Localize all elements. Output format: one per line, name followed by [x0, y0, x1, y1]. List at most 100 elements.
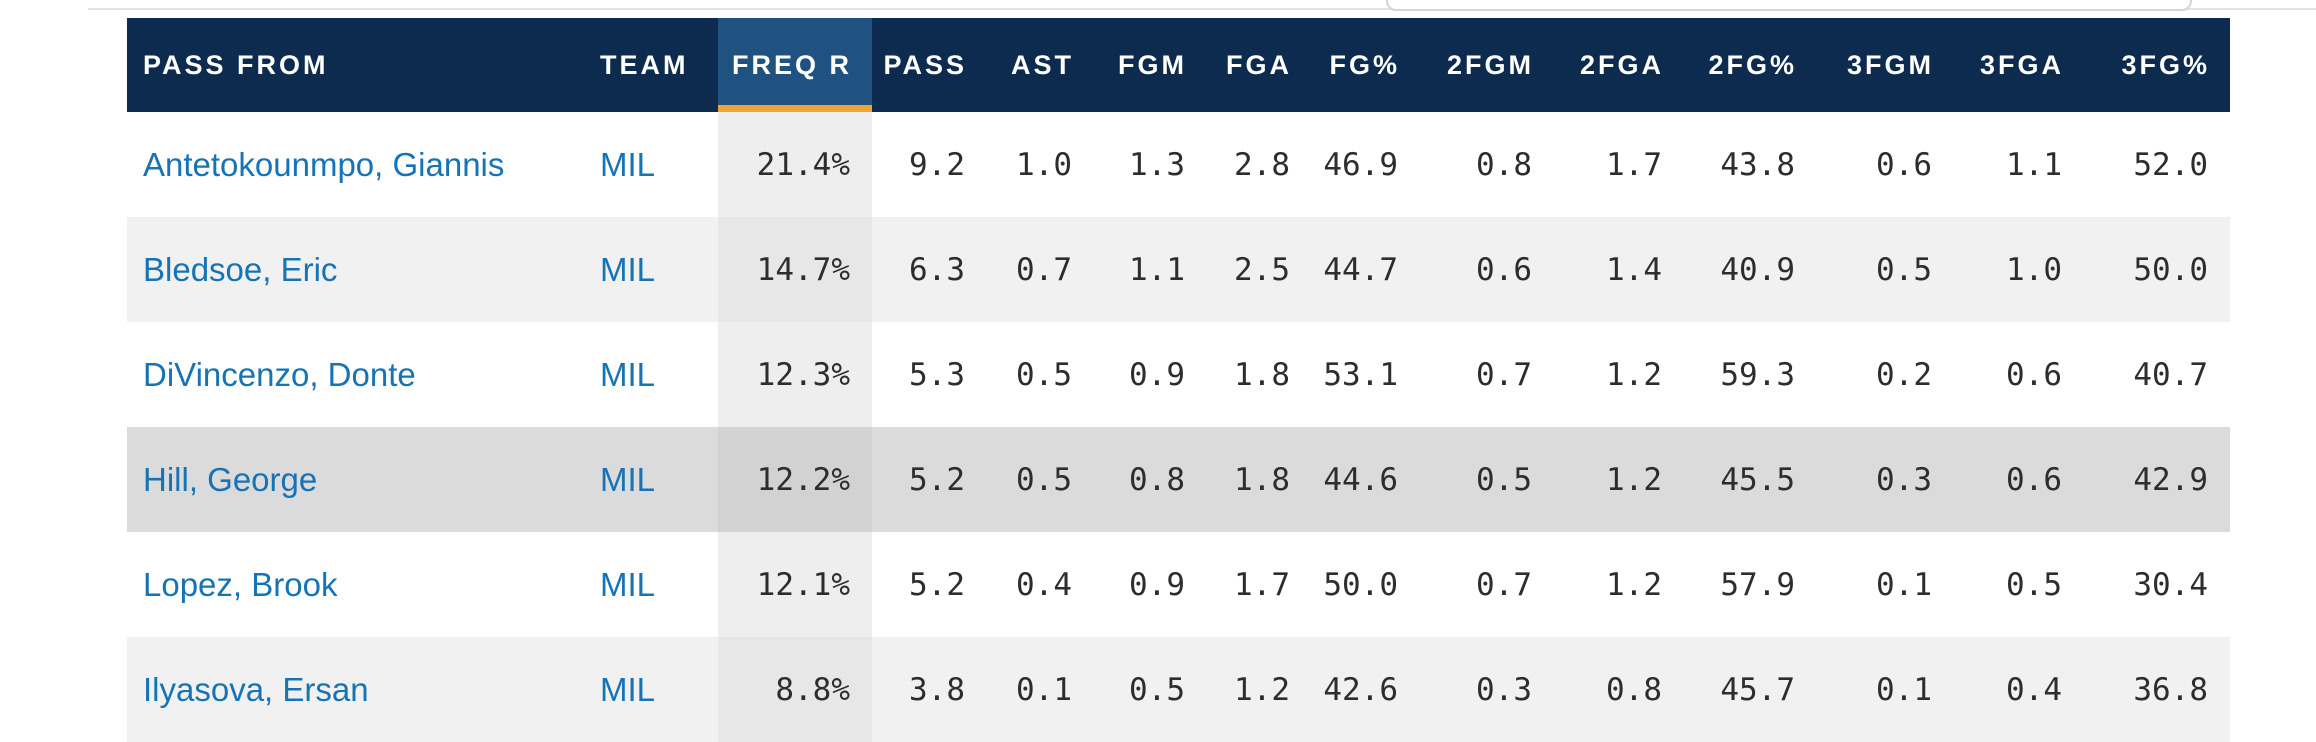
cell-ast: 0.5 — [1016, 356, 1072, 393]
column-header-pass-from[interactable]: PASS FROM — [127, 18, 584, 112]
cell-fga: 1.8 — [1234, 356, 1290, 393]
column-header-team[interactable]: TEAM — [584, 18, 718, 112]
cell-fga: 2.5 — [1234, 251, 1290, 288]
cell-fgm: 0.9 — [1129, 566, 1185, 603]
cell-3fg-pct: 52.0 — [2133, 146, 2208, 183]
column-header-3fg-pct[interactable]: 3FG% — [2084, 18, 2230, 112]
cell-2fg-pct: 40.9 — [1720, 251, 1795, 288]
table-row[interactable]: Lopez, Brook MIL 12.1% 5.2 0.4 0.9 1.7 50.0 0.7 1… — [127, 532, 2230, 637]
column-header-fga[interactable]: FGA — [1207, 18, 1312, 112]
column-header-pass[interactable]: PASS — [872, 18, 987, 112]
cell-3fga: 0.6 — [2006, 461, 2062, 498]
cell-freq-r: 12.1% — [718, 532, 872, 637]
cell-3fga: 0.4 — [2006, 671, 2062, 708]
table-body: Antetokounmpo, Giannis MIL 21.4% 9.2 1.0 1.3 2… — [127, 112, 2230, 742]
passing-stats-table: PASS FROM TEAM FREQ R PASS AST FGM FGA FG% 2FGM 2… — [127, 18, 2230, 742]
cell-team: MIL — [584, 217, 718, 322]
team-link[interactable]: MIL — [600, 460, 656, 498]
table-row[interactable]: Ilyasova, Ersan MIL 8.8% 3.8 0.1 0.5 1.2 42.6 0.… — [127, 637, 2230, 742]
cell-2fgm: 0.7 — [1476, 356, 1532, 393]
team-link[interactable]: MIL — [600, 145, 656, 183]
cell-pass-from: Ilyasova, Ersan — [127, 637, 584, 742]
cell-3fga: 0.6 — [2006, 356, 2062, 393]
player-link[interactable]: Bledsoe, Eric — [143, 250, 338, 288]
cell-pass: 5.3 — [909, 356, 965, 393]
cell-2fg-pct: 59.3 — [1720, 356, 1795, 393]
column-header-3fgm[interactable]: 3FGM — [1817, 18, 1954, 112]
cell-2fg-pct: 45.7 — [1720, 671, 1795, 708]
team-link[interactable]: MIL — [600, 355, 656, 393]
column-header-2fga[interactable]: 2FGA — [1554, 18, 1684, 112]
cell-3fgm: 0.1 — [1876, 671, 1932, 708]
stats-table-container: PASS FROM TEAM FREQ R PASS AST FGM FGA FG% 2FGM 2… — [127, 18, 2230, 742]
cell-ast: 0.4 — [1016, 566, 1072, 603]
cell-2fg-pct: 45.5 — [1720, 461, 1795, 498]
cell-ast: 0.5 — [1016, 461, 1072, 498]
cell-fgm: 0.8 — [1129, 461, 1185, 498]
cell-2fga: 1.4 — [1606, 251, 1662, 288]
search-input[interactable] — [1386, 0, 2192, 11]
table-row[interactable]: DiVincenzo, Donte MIL 12.3% 5.3 0.5 0.9 1.8 53.… — [127, 322, 2230, 427]
cell-3fgm: 0.5 — [1876, 251, 1932, 288]
cell-pass: 9.2 — [909, 146, 965, 183]
cell-2fg-pct: 43.8 — [1720, 146, 1795, 183]
player-link[interactable]: Antetokounmpo, Giannis — [143, 145, 505, 183]
player-link[interactable]: Lopez, Brook — [143, 565, 338, 603]
cell-freq-r: 14.7% — [718, 217, 872, 322]
cell-freq-r: 8.8% — [718, 637, 872, 742]
column-header-3fga[interactable]: 3FGA — [1954, 18, 2084, 112]
cell-pass-from: Antetokounmpo, Giannis — [127, 112, 584, 217]
cell-2fga: 1.2 — [1606, 356, 1662, 393]
cell-2fgm: 0.5 — [1476, 461, 1532, 498]
cell-2fgm: 0.8 — [1476, 146, 1532, 183]
cell-fgm: 0.5 — [1129, 671, 1185, 708]
cell-3fgm: 0.2 — [1876, 356, 1932, 393]
column-header-fg-pct[interactable]: FG% — [1312, 18, 1420, 112]
team-link[interactable]: MIL — [600, 250, 656, 288]
cell-fg-pct: 44.7 — [1323, 251, 1398, 288]
table-row[interactable]: Bledsoe, Eric MIL 14.7% 6.3 0.7 1.1 2.5 44.7 0.6… — [127, 217, 2230, 322]
cell-2fga: 1.2 — [1606, 566, 1662, 603]
table-row[interactable]: Antetokounmpo, Giannis MIL 21.4% 9.2 1.0 1.3 2… — [127, 112, 2230, 217]
cell-pass: 6.3 — [909, 251, 965, 288]
cell-team: MIL — [584, 322, 718, 427]
column-header-2fg-pct[interactable]: 2FG% — [1684, 18, 1817, 112]
cell-freq-r: 21.4% — [718, 112, 872, 217]
table-header-row: PASS FROM TEAM FREQ R PASS AST FGM FGA FG% 2FGM 2… — [127, 18, 2230, 112]
cell-fga: 2.8 — [1234, 146, 1290, 183]
column-header-2fgm[interactable]: 2FGM — [1420, 18, 1554, 112]
column-header-fgm[interactable]: FGM — [1094, 18, 1207, 112]
cell-2fg-pct: 57.9 — [1720, 566, 1795, 603]
cell-pass-from: DiVincenzo, Donte — [127, 322, 584, 427]
table-row[interactable]: Hill, George MIL 12.2% 5.2 0.5 0.8 1.8 44.6 0.5 1… — [127, 427, 2230, 532]
cell-ast: 0.7 — [1016, 251, 1072, 288]
cell-team: MIL — [584, 532, 718, 637]
cell-fgm: 1.1 — [1129, 251, 1185, 288]
cell-2fga: 0.8 — [1606, 671, 1662, 708]
cell-team: MIL — [584, 112, 718, 217]
column-header-freq-r[interactable]: FREQ R — [718, 18, 872, 112]
cell-fgm: 1.3 — [1129, 146, 1185, 183]
cell-2fga: 1.2 — [1606, 461, 1662, 498]
cell-fga: 1.2 — [1234, 671, 1290, 708]
cell-pass: 3.8 — [909, 671, 965, 708]
cell-3fga: 0.5 — [2006, 566, 2062, 603]
cell-pass-from: Lopez, Brook — [127, 532, 584, 637]
column-header-ast[interactable]: AST — [987, 18, 1094, 112]
cell-fg-pct: 53.1 — [1323, 356, 1398, 393]
player-link[interactable]: Hill, George — [143, 460, 318, 498]
cell-3fg-pct: 36.8 — [2133, 671, 2208, 708]
cell-pass: 5.2 — [909, 461, 965, 498]
player-link[interactable]: DiVincenzo, Donte — [143, 355, 416, 393]
cell-pass-from: Hill, George — [127, 427, 584, 532]
player-link[interactable]: Ilyasova, Ersan — [143, 670, 369, 708]
cell-3fgm: 0.6 — [1876, 146, 1932, 183]
team-link[interactable]: MIL — [600, 565, 656, 603]
cell-2fga: 1.7 — [1606, 146, 1662, 183]
cell-pass: 5.2 — [909, 566, 965, 603]
cell-fg-pct: 46.9 — [1323, 146, 1398, 183]
team-link[interactable]: MIL — [600, 670, 656, 708]
cell-freq-r: 12.2% — [718, 427, 872, 532]
cell-2fgm: 0.6 — [1476, 251, 1532, 288]
cell-pass-from: Bledsoe, Eric — [127, 217, 584, 322]
